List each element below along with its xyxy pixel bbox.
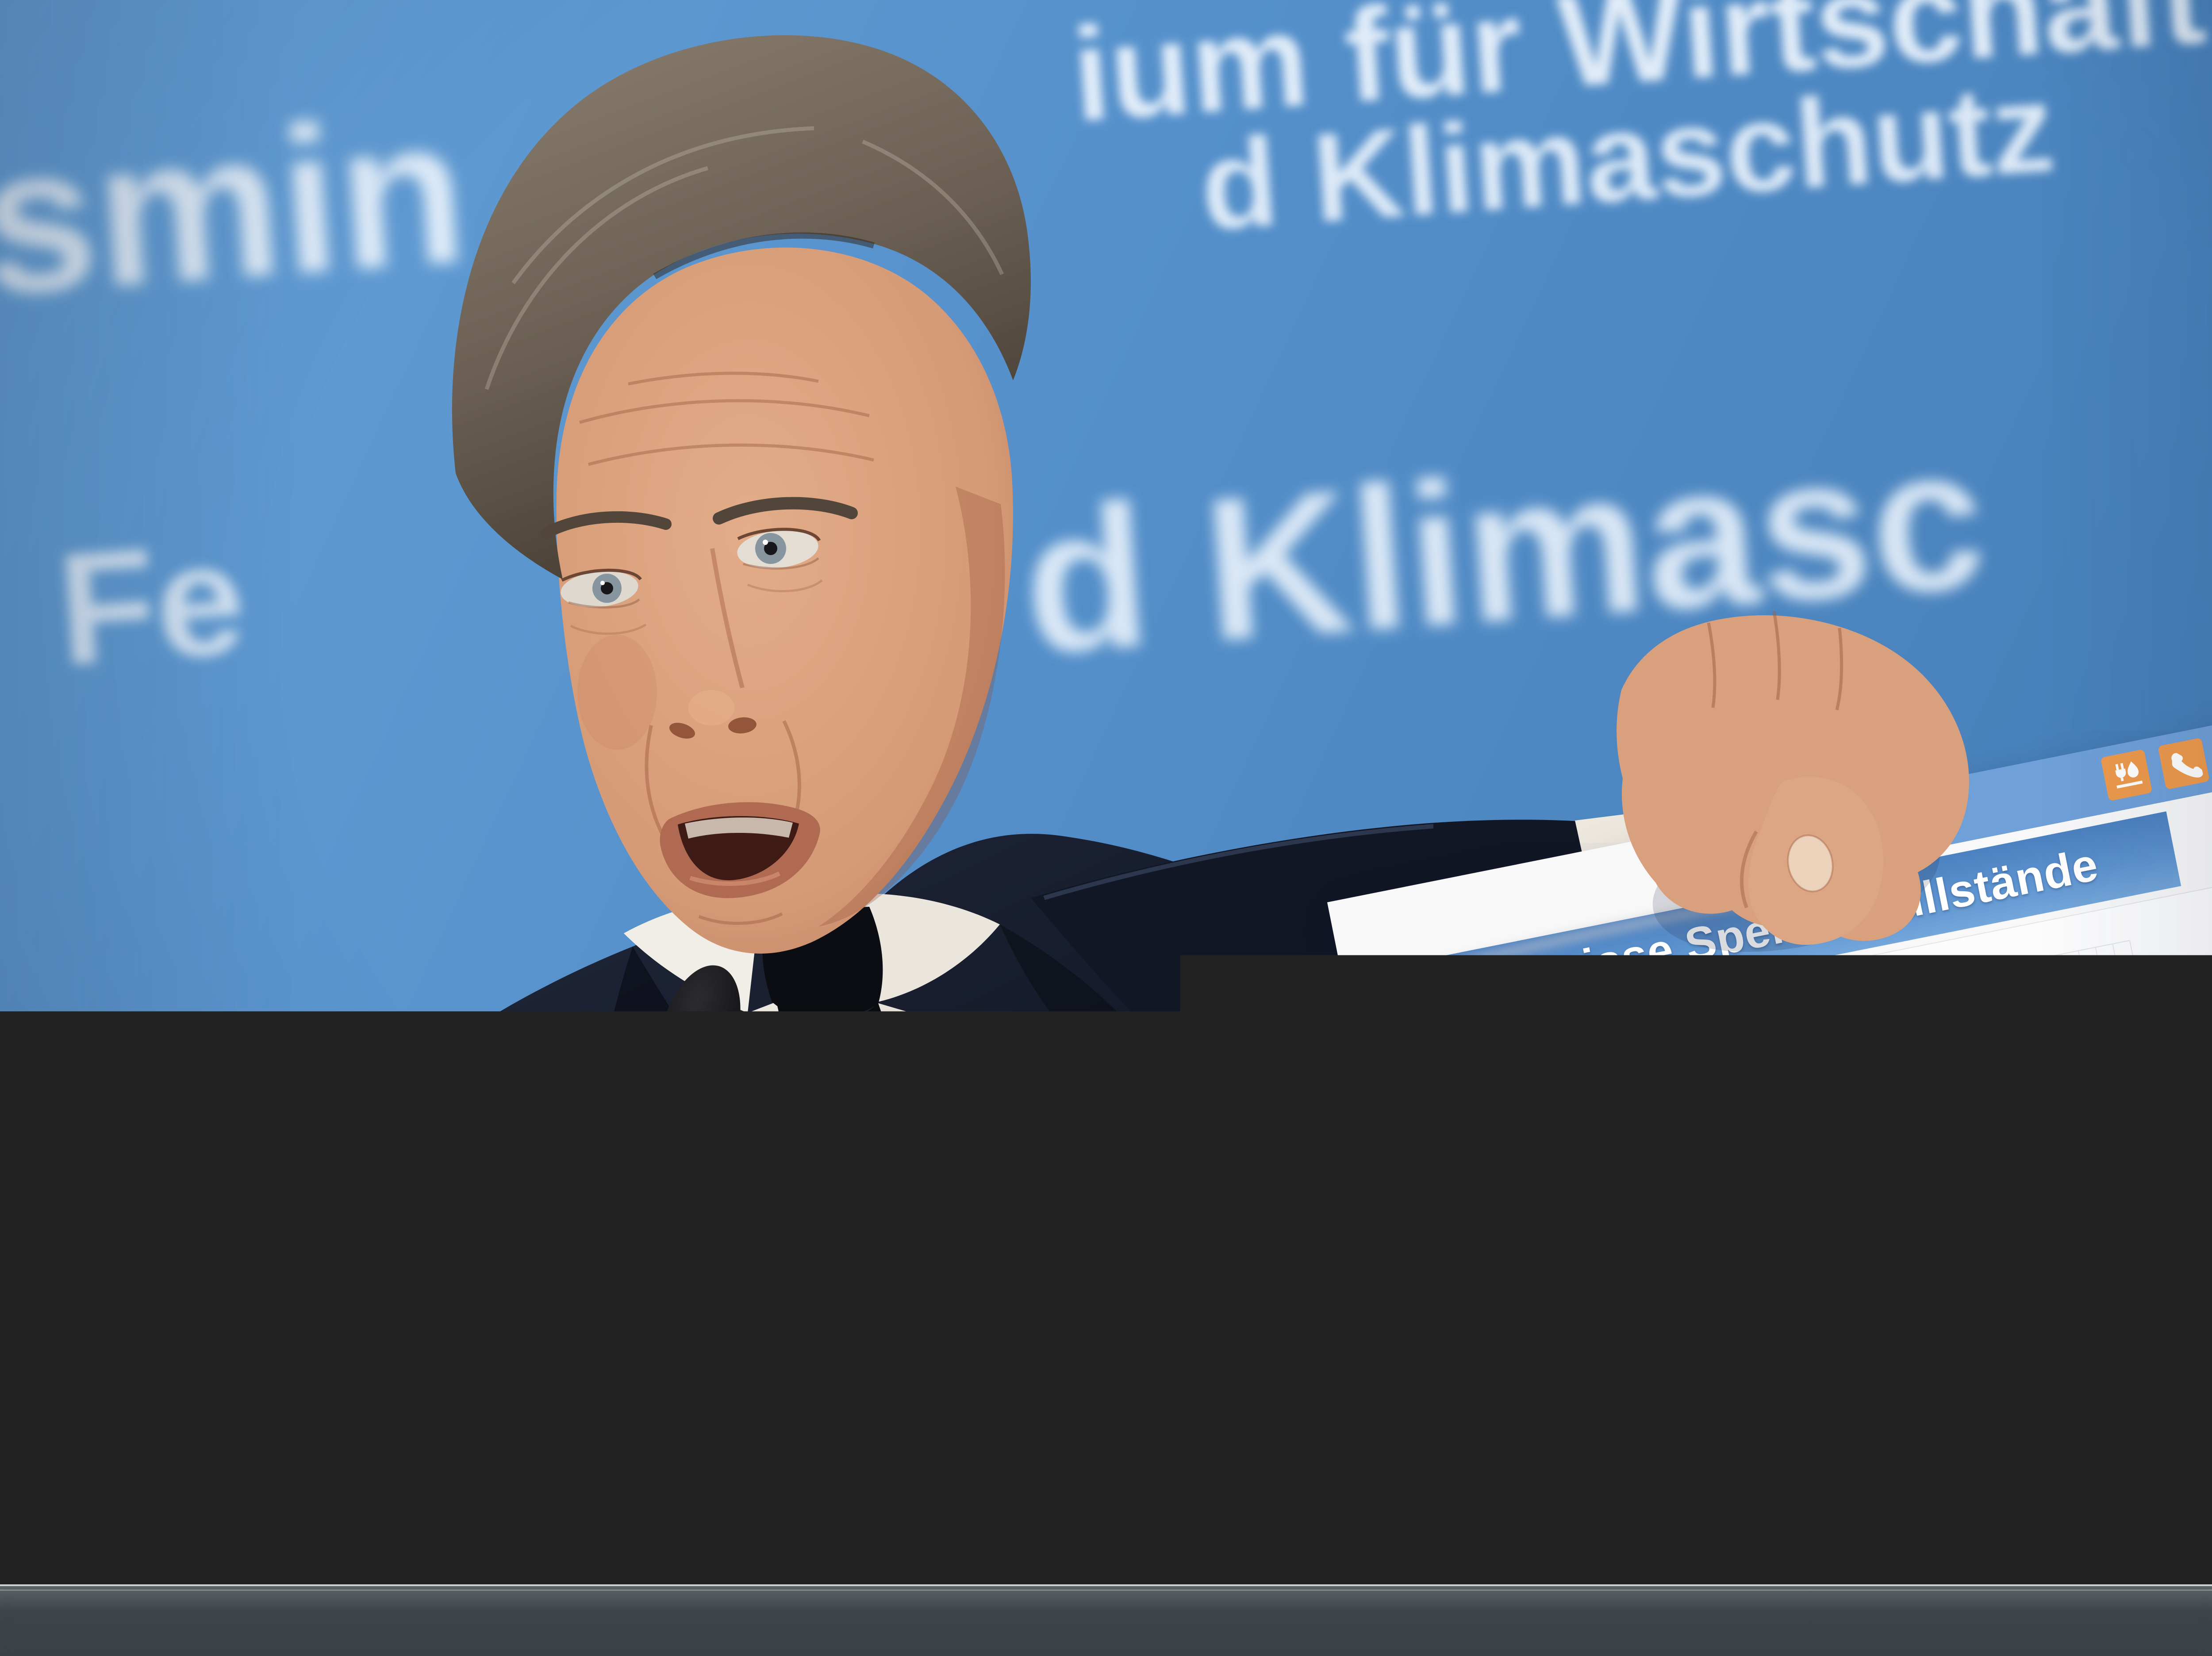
microphone-windscreen (645, 955, 755, 1104)
gooseneck-highlight (1102, 1479, 1386, 1652)
microphone-gooseneck-lower (1100, 1483, 1383, 1656)
hand-holding-paper-top (1617, 611, 1969, 945)
press-conference-photo: smin ium für Wirtschaft d Klimaschutz d … (0, 0, 2212, 1656)
foreground-objects (0, 0, 2212, 1656)
microphone (645, 955, 976, 1656)
